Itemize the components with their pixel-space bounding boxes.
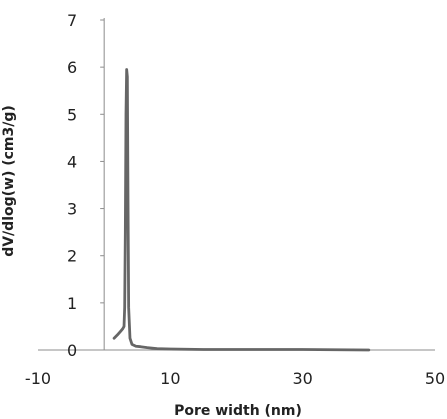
y-tick-label: 6 xyxy=(67,58,77,77)
y-tick-label: 7 xyxy=(67,11,77,30)
plot-layer: 0 1 2 3 4 5 6 7 -10 10 30 50 xyxy=(25,11,445,388)
y-axis-title: dV/dlog(w) (cm3/g) xyxy=(1,105,17,257)
y-tick-label: 2 xyxy=(67,247,77,266)
y-tick-label: 4 xyxy=(67,152,77,171)
x-axis-title: Pore width (nm) xyxy=(174,403,302,419)
y-tick-label: 3 xyxy=(67,200,77,219)
x-tick-label: 10 xyxy=(160,369,180,388)
y-tick-label: 0 xyxy=(67,341,77,360)
x-tick-label: 50 xyxy=(425,369,445,388)
x-tick-label: -10 xyxy=(25,369,51,388)
y-tick-label: 1 xyxy=(67,294,77,313)
x-tick-label: 30 xyxy=(292,369,312,388)
series-line-0 xyxy=(112,68,371,352)
y-tick-label: 5 xyxy=(67,105,77,124)
